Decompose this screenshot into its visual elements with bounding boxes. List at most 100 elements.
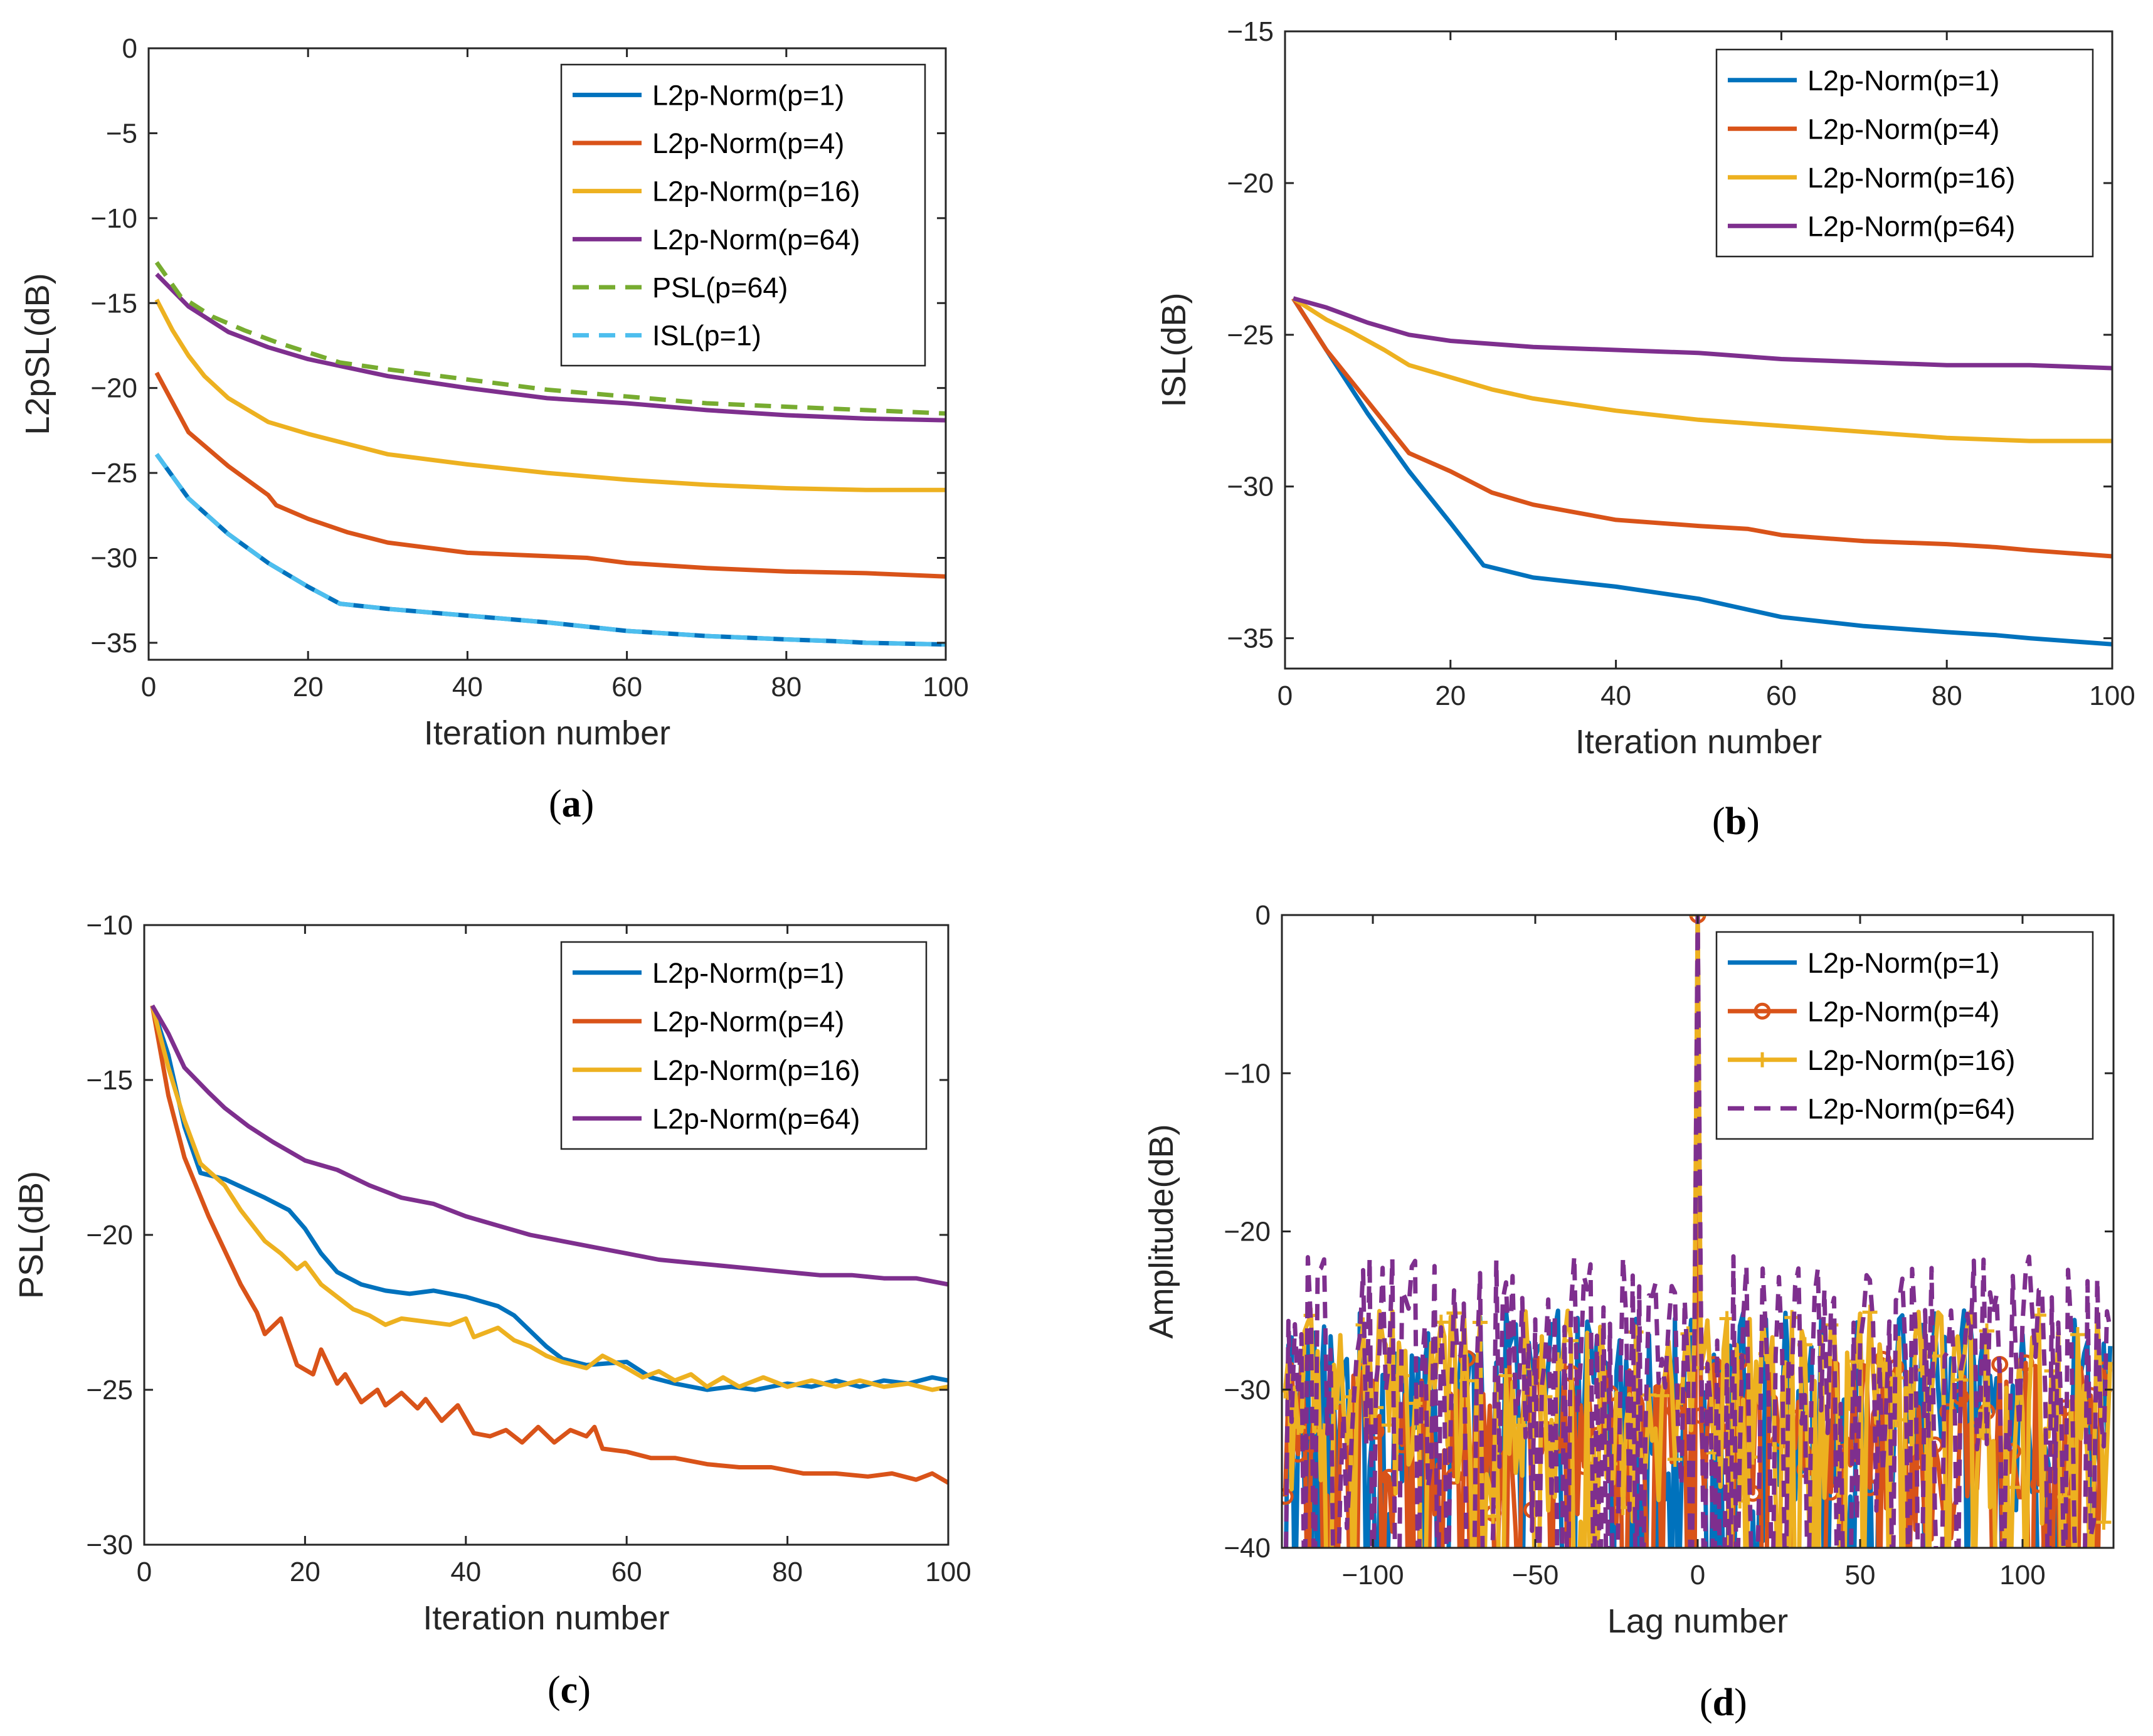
x-tick-label: 80 <box>1932 680 1962 711</box>
x-tick-label: 20 <box>293 672 324 702</box>
series-marker <box>1473 1620 1487 1634</box>
legend-entry: L2p-Norm(p=1) <box>652 957 844 989</box>
series-line-4 <box>150 1004 948 1287</box>
x-tick-label: 40 <box>450 1557 481 1587</box>
series-marker <box>1589 1619 1604 1634</box>
y-tick-label: −15 <box>1227 16 1274 47</box>
legend: L2p-Norm(p=1) L2p-Norm(p=4) L2p-Norm(p=16)… <box>1715 48 2094 258</box>
legend-box <box>1715 931 2094 1140</box>
y-axis-label: L2pSL(dB) <box>19 273 56 435</box>
series-marker <box>1654 1388 1670 1404</box>
series-marker <box>2018 1619 2033 1634</box>
y-tick-label: −25 <box>90 458 137 489</box>
y-tick-label: −10 <box>90 203 137 234</box>
series-marker <box>1408 1620 1422 1634</box>
y-tick-label: −25 <box>1227 320 1274 351</box>
series-marker <box>1966 1619 1981 1634</box>
legend-entry: L2p-Norm(p=1) <box>1807 947 1999 979</box>
y-tick-label: 0 <box>122 33 137 64</box>
series-marker <box>1992 1619 2008 1634</box>
legend: L2p-Norm(p=1) L2p-Norm(p=4) L2p-Norm(p=16)… <box>560 63 926 367</box>
series-line-3 <box>1292 296 2112 443</box>
legend-entry: L2p-Norm(p=16) <box>652 1054 860 1086</box>
y-tick-label: −20 <box>1224 1217 1271 1247</box>
legend-entry: L2p-Norm(p=4) <box>652 1005 844 1037</box>
series-marker <box>1836 1619 1851 1634</box>
chart-c: 0 20 40 60 80 100 −30 −25 −20 −15 −10 Iteration num… <box>13 910 971 1712</box>
y-tick-label: −20 <box>86 1220 133 1251</box>
series-group <box>1282 915 2113 1634</box>
legend-entry: L2p-Norm(p=64) <box>652 1103 860 1135</box>
y-tick-label: −15 <box>86 1065 133 1096</box>
series-marker <box>1641 1387 1657 1403</box>
x-axis-label: Iteration number <box>423 1599 669 1637</box>
series-marker <box>1498 1368 1514 1384</box>
panel-caption: (b) <box>1712 800 1760 843</box>
legend-box <box>560 941 928 1150</box>
legend-entry: L2p-Norm(p=1) <box>652 79 844 111</box>
series-line-3 <box>154 299 946 492</box>
legend-marker <box>1754 1002 1771 1020</box>
chart-a: 0 20 40 60 80 100 −35 −30 −25 −20 −15 −10 −5 0 Iterati… <box>19 33 969 825</box>
y-tick-label: −10 <box>1224 1058 1271 1089</box>
axes-box <box>1284 30 2113 670</box>
y-tick-label: −30 <box>90 543 137 574</box>
legend-entry: L2p-Norm(p=1) <box>1807 65 1999 97</box>
legend-entry: ISL(p=1) <box>652 320 761 352</box>
series-marker <box>1421 1620 1435 1634</box>
y-tick-label: −25 <box>86 1375 133 1405</box>
x-tick-label: 80 <box>771 672 801 702</box>
x-tick-label: 100 <box>923 672 968 702</box>
series-line-4 <box>1293 296 2112 371</box>
legend-entry: L2p-Norm(p=4) <box>1807 995 1999 1027</box>
x-tick-label: 100 <box>2089 680 2135 711</box>
y-tick-label: −35 <box>90 628 137 659</box>
panel-caption: (a) <box>549 783 594 825</box>
legend-entry: L2p-Norm(p=4) <box>1807 113 1999 145</box>
series-marker <box>1512 1620 1526 1634</box>
series-line-3 <box>150 1005 948 1392</box>
series-line-4 <box>155 272 946 423</box>
series-group <box>1291 296 2112 647</box>
series-group <box>154 261 946 647</box>
series-marker <box>1459 1373 1475 1389</box>
y-axis-label: PSL(dB) <box>13 1171 50 1299</box>
x-tick-label: 40 <box>452 672 483 702</box>
legend-entry: PSL(p=64) <box>652 272 788 304</box>
chart-b: 0 20 40 60 80 100 −35 −30 −25 −20 −15 Iteration num… <box>1155 16 2135 843</box>
series-group <box>150 1004 948 1485</box>
x-tick-label: 50 <box>1845 1560 1876 1590</box>
x-tick-label: 0 <box>141 672 156 702</box>
series-marker <box>2071 1620 2085 1634</box>
x-tick-label: 0 <box>137 1557 152 1587</box>
series-marker <box>2083 1619 2098 1634</box>
x-axis-label: Iteration number <box>1575 723 1822 761</box>
y-tick-label: −10 <box>86 910 133 941</box>
x-tick-label: 60 <box>611 1557 642 1587</box>
x-tick-label: 20 <box>290 1557 320 1587</box>
series-marker <box>1290 1419 1306 1435</box>
series-marker <box>1577 1619 1592 1634</box>
y-tick-label: −35 <box>1227 623 1274 654</box>
x-tick-label: 80 <box>772 1557 803 1587</box>
x-tick-label: 100 <box>925 1557 971 1587</box>
series-line-6 <box>154 453 946 647</box>
series-line-2 <box>1291 297 2112 559</box>
legend-entry: L2p-Norm(p=4) <box>652 127 844 159</box>
x-tick-label: 60 <box>611 672 642 702</box>
series-marker <box>1511 1417 1527 1433</box>
x-tick-label: 0 <box>1690 1560 1705 1590</box>
axes-box <box>147 47 947 661</box>
legend-entry: L2p-Norm(p=16) <box>1807 1044 2015 1076</box>
legend-box <box>560 63 926 367</box>
series-marker <box>1811 1619 1826 1634</box>
y-tick-label: −20 <box>1227 168 1274 199</box>
series-line-1 <box>1291 297 2112 647</box>
series-line-3 <box>1283 915 2113 1548</box>
series-marker <box>1499 1620 1513 1634</box>
series-marker <box>1317 1620 1331 1634</box>
series-marker <box>2070 1327 2086 1343</box>
y-tick-label: 0 <box>1256 900 1271 931</box>
x-tick-label: 100 <box>1999 1560 2045 1590</box>
